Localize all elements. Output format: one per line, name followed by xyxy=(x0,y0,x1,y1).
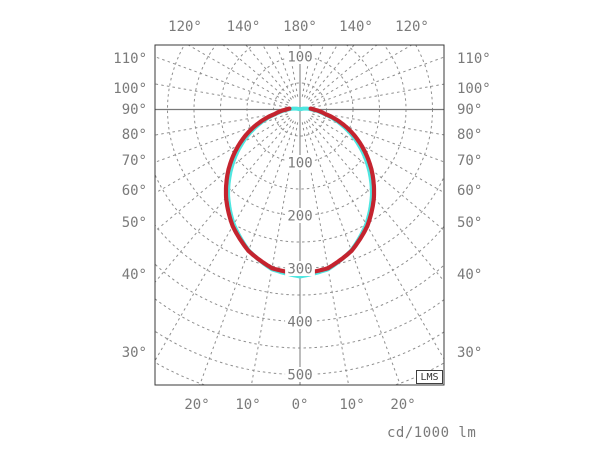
angle-label: 140° xyxy=(339,19,373,35)
polar-ray-50 xyxy=(309,117,444,232)
ring-label: 400 xyxy=(287,315,312,331)
ring-label-mask xyxy=(285,314,315,329)
polar-ray-340 xyxy=(199,121,297,385)
plot-border xyxy=(154,44,445,386)
angle-label: 80° xyxy=(122,127,147,143)
ring-label: 100 xyxy=(287,156,312,172)
ring-label: 200 xyxy=(287,209,312,225)
angle-label: 30° xyxy=(457,345,482,361)
angle-label: 70° xyxy=(122,153,147,169)
polar-ray-30 xyxy=(306,120,444,360)
polar-ray-310 xyxy=(155,117,291,232)
angle-label: 40° xyxy=(457,267,482,283)
angle-label: 50° xyxy=(457,215,482,231)
angle-label: 30° xyxy=(122,345,147,361)
angle-label: 120° xyxy=(395,19,429,35)
polar-ray-330 xyxy=(155,120,294,362)
ring-label: 300 xyxy=(287,262,312,278)
polar-ray-150 xyxy=(306,45,338,99)
angle-label: 60° xyxy=(457,183,482,199)
polar-ray-130 xyxy=(309,45,378,102)
polar-ray-40 xyxy=(308,119,444,282)
angle-label: 60° xyxy=(122,183,147,199)
angle-label: 10° xyxy=(339,397,364,413)
angle-label: 100° xyxy=(113,81,147,97)
angle-label: 20° xyxy=(184,397,209,413)
polar-ray-120 xyxy=(311,45,413,104)
angle-label: 110° xyxy=(457,51,491,67)
angle-label: 10° xyxy=(235,397,260,413)
polar-ray-200 xyxy=(276,45,297,98)
angle-label: 50° xyxy=(122,215,147,231)
polar-ray-220 xyxy=(245,45,292,100)
angle-label: 20° xyxy=(390,397,415,413)
polar-ray-10 xyxy=(301,122,350,385)
unit-label: cd/1000 lm xyxy=(387,425,477,441)
lms-watermark-text: LMS xyxy=(420,371,439,383)
angle-label: 140° xyxy=(227,19,261,35)
polar-ray-20 xyxy=(303,121,401,385)
ring-label-mask xyxy=(285,367,315,382)
angle-label: 90° xyxy=(122,102,147,118)
ring-label-mask xyxy=(285,155,315,170)
polar-ray-230 xyxy=(222,45,291,102)
ring-label-mask xyxy=(285,208,315,223)
angle-label: 80° xyxy=(457,127,482,143)
ring-label: 100 xyxy=(287,50,312,66)
polar-ray-320 xyxy=(155,119,292,284)
angle-label: 70° xyxy=(457,153,482,169)
angle-label: 40° xyxy=(122,267,147,283)
angle-label: 90° xyxy=(457,102,482,118)
polar-ray-160 xyxy=(303,45,324,98)
ring-label: 500 xyxy=(287,368,312,384)
lms-watermark-badge: LMS xyxy=(416,370,443,384)
angle-label: 180° xyxy=(283,19,317,35)
polar-ray-190 xyxy=(288,45,299,97)
angle-label: 0° xyxy=(292,397,309,413)
angle-label: 110° xyxy=(113,51,147,67)
ring-label-mask xyxy=(285,261,315,276)
angle-label: 100° xyxy=(457,81,491,97)
polar-ray-350 xyxy=(250,122,299,385)
angle-label: 120° xyxy=(168,19,202,35)
polar-ray-210 xyxy=(262,45,294,99)
ring-label-mask xyxy=(285,49,315,64)
